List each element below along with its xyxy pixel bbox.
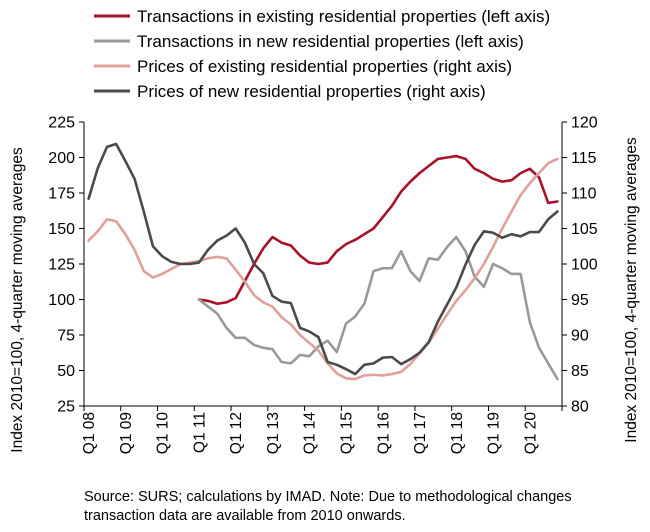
x-axis-tick-label: Q1 19 [486, 412, 503, 454]
series-line-2 [197, 235, 559, 381]
x-axis-tick-label: Q1 20 [522, 412, 539, 455]
series-line-4 [87, 142, 559, 376]
legend-entry: Prices of existing residential propertie… [137, 57, 512, 76]
right-axis-tick-label: 105 [571, 221, 598, 238]
left-axis-tick-label: 150 [48, 221, 75, 238]
legend-entry: Transactions in new residential properti… [137, 32, 524, 51]
x-axis-tick-label: Q1 16 [375, 412, 392, 454]
x-axis-tick-label: Q1 13 [265, 412, 282, 454]
series-line-1 [197, 154, 559, 306]
right-axis-tick-label: 115 [571, 150, 597, 167]
x-axis-ticks: Q1 08 Q1 09 Q1 10 Q1 11 Q1 12 Q1 13 Q1 14 Q1 15… [81, 406, 563, 455]
right-axis-tick-label: 95 [571, 292, 589, 309]
x-axis-tick-label: Q1 14 [302, 412, 319, 455]
x-axis-tick-label: Q1 08 [81, 412, 98, 454]
left-axis-tick-label: 50 [57, 363, 75, 380]
x-axis-tick-label: Q1 09 [118, 412, 135, 454]
right-axis-tick-label: 90 [571, 328, 589, 345]
right-axis-title: Index 2010=100, 4-quarter moving average… [623, 137, 640, 443]
x-axis-tick-label: Q1 11 [191, 412, 208, 453]
right-axis-ticks: 80 85 90 95 100 105 110 115 120 [562, 115, 598, 416]
legend-entry: Transactions in existing residential pro… [137, 7, 550, 26]
left-axis-tick-label: 125 [48, 257, 75, 274]
legend: Transactions in existing residential pro… [94, 7, 550, 101]
left-axis-tick-label: 100 [48, 292, 75, 309]
x-axis-tick-label: Q1 17 [412, 412, 429, 454]
right-axis-tick-label: 85 [571, 363, 589, 380]
x-axis-tick-label: Q1 15 [338, 412, 355, 454]
left-axis-tick-label: 75 [57, 328, 75, 345]
source-note: Source: SURS; calculations by IMAD. Note… [84, 489, 572, 524]
right-axis-tick-label: 100 [571, 257, 598, 274]
legend-entry: Prices of new residential properties (ri… [137, 82, 486, 101]
left-axis-ticks: 25 50 75 100 125 150 175 200 225 [48, 115, 84, 416]
left-axis-tick-label: 200 [48, 150, 75, 167]
right-axis-tick-label: 110 [571, 186, 597, 203]
right-axis-tick-label: 80 [571, 399, 589, 416]
plot-lines [87, 142, 559, 381]
x-axis-tick-label: Q1 12 [228, 412, 245, 454]
x-axis-tick-label: Q1 10 [155, 412, 172, 455]
series-line-3 [87, 157, 559, 381]
x-axis-tick-label: Q1 18 [449, 412, 466, 454]
chart: Transactions in existing residential pro… [9, 7, 640, 455]
left-axis-tick-label: 25 [57, 399, 75, 416]
right-axis-tick-label: 120 [571, 115, 598, 132]
left-axis-tick-label: 175 [48, 186, 75, 203]
left-axis-tick-label: 225 [48, 115, 75, 132]
left-axis-title: Index 2010=100, 4-quarter moving average… [9, 147, 26, 453]
